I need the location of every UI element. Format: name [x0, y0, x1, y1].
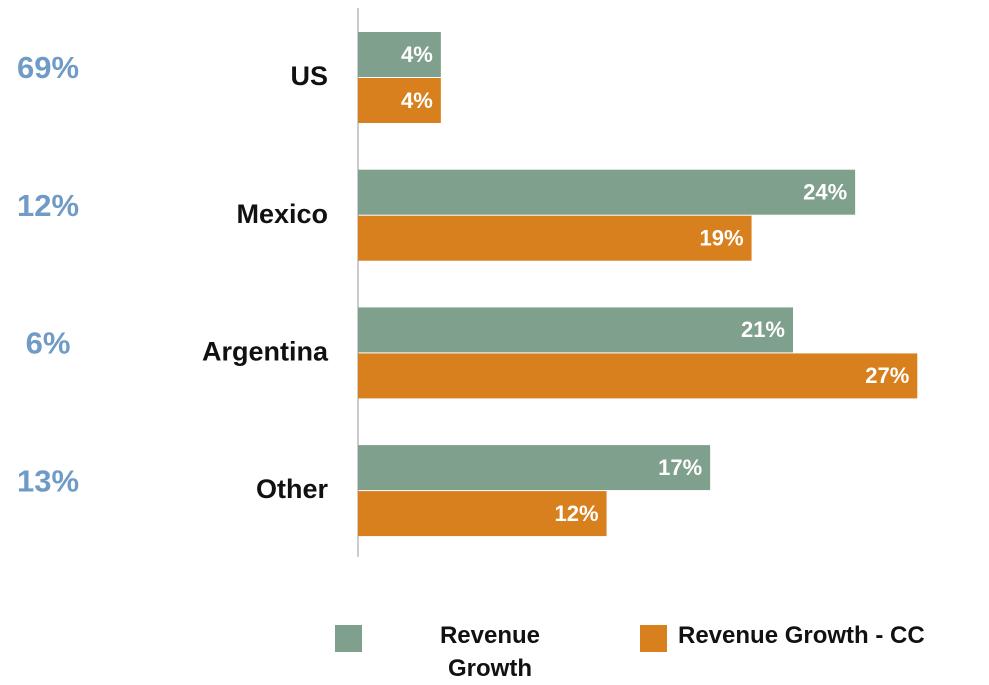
share-label: 13% [17, 463, 79, 498]
value-label: 21% [741, 317, 785, 342]
share-label: 69% [17, 50, 79, 85]
category-label: Mexico [236, 199, 328, 229]
value-label: 19% [700, 226, 744, 251]
bar [358, 78, 441, 123]
bar [358, 169, 856, 215]
category-label: US [290, 61, 328, 91]
value-label: 4% [401, 42, 433, 67]
category-label: Argentina [202, 337, 329, 367]
bar [358, 491, 607, 537]
legend-label: Revenue Growth [439, 622, 541, 682]
bar [358, 445, 711, 491]
bar [358, 215, 752, 261]
value-label: 4% [401, 88, 433, 113]
value-label: 27% [865, 363, 909, 388]
category-label: Other [256, 474, 329, 504]
bar [358, 353, 918, 399]
legend-swatch [335, 625, 362, 652]
bar [358, 32, 441, 77]
legend-label: Revenue Growth - CC [678, 622, 925, 649]
share-label: 6% [26, 326, 71, 361]
value-label: 24% [803, 180, 847, 205]
bar [358, 307, 793, 353]
share-label: 12% [17, 188, 79, 223]
value-label: 12% [555, 501, 599, 526]
legend-swatch [640, 625, 667, 652]
value-label: 17% [658, 455, 702, 480]
